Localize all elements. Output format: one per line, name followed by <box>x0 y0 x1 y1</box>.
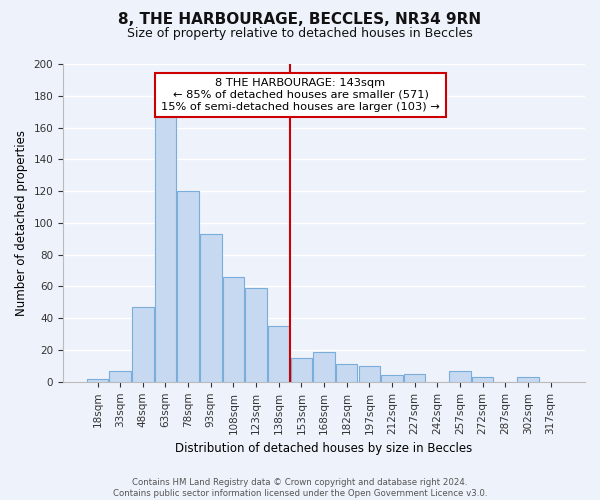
X-axis label: Distribution of detached houses by size in Beccles: Distribution of detached houses by size … <box>175 442 473 455</box>
Bar <box>449 370 470 382</box>
Bar <box>359 366 380 382</box>
Bar <box>223 277 244 382</box>
Bar <box>268 326 289 382</box>
Text: 8, THE HARBOURAGE, BECCLES, NR34 9RN: 8, THE HARBOURAGE, BECCLES, NR34 9RN <box>118 12 482 28</box>
Bar <box>245 288 267 382</box>
Bar <box>472 377 493 382</box>
Bar <box>178 191 199 382</box>
Text: Contains HM Land Registry data © Crown copyright and database right 2024.
Contai: Contains HM Land Registry data © Crown c… <box>113 478 487 498</box>
Y-axis label: Number of detached properties: Number of detached properties <box>15 130 28 316</box>
Bar <box>132 307 154 382</box>
Bar <box>517 377 539 382</box>
Bar <box>155 116 176 382</box>
Bar <box>290 358 312 382</box>
Bar <box>381 376 403 382</box>
Bar <box>87 378 108 382</box>
Bar <box>313 352 335 382</box>
Text: Size of property relative to detached houses in Beccles: Size of property relative to detached ho… <box>127 28 473 40</box>
Bar <box>109 370 131 382</box>
Text: 8 THE HARBOURAGE: 143sqm
← 85% of detached houses are smaller (571)
15% of semi-: 8 THE HARBOURAGE: 143sqm ← 85% of detach… <box>161 78 440 112</box>
Bar <box>404 374 425 382</box>
Bar <box>200 234 221 382</box>
Bar <box>336 364 358 382</box>
